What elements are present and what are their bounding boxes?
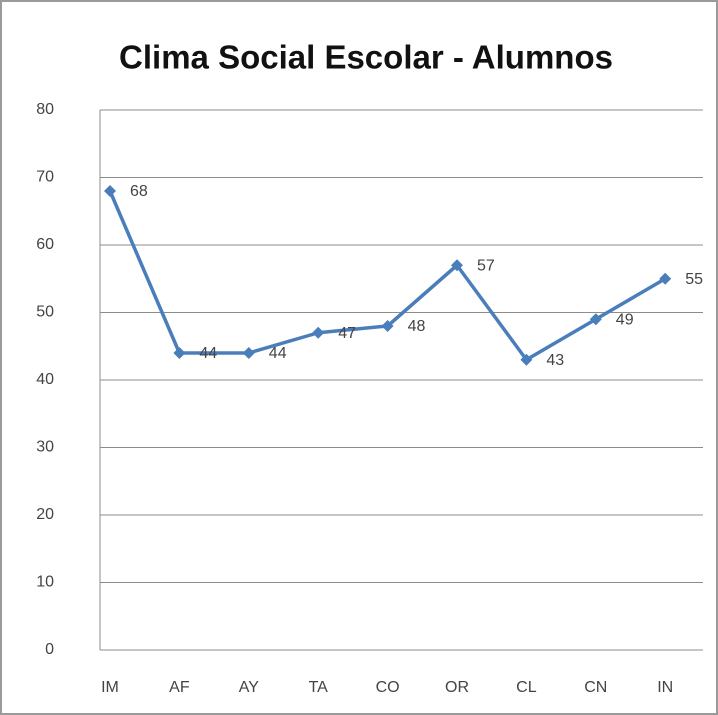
marker [173,347,186,359]
data-label: 48 [408,318,426,335]
x-tick-label: CO [376,679,400,696]
marker [104,185,116,197]
x-tick-label: TA [309,679,329,696]
data-label: 49 [616,311,634,328]
y-tick-label: 40 [36,371,54,388]
marker [242,347,255,359]
y-tick-label: 20 [36,506,54,523]
data-label: 47 [338,325,356,342]
marker [659,272,672,285]
data-label: 57 [477,257,495,274]
x-tick-label: CN [584,679,607,696]
y-tick-label: 50 [36,304,54,321]
x-tick-label: CL [516,679,537,696]
data-label: 55 [685,271,703,288]
y-tick-label: 70 [36,169,54,186]
data-label: 43 [546,352,564,369]
x-tick-label: IM [101,679,119,696]
data-label: 68 [130,183,148,200]
marker [381,320,394,332]
y-tick-label: 60 [36,236,54,253]
y-tick-label: 80 [36,101,54,118]
chart-title: Clima Social Escolar - Alumnos [119,39,613,76]
y-tick-label: 30 [36,439,54,456]
marker [312,326,325,339]
x-tick-label: IN [657,679,673,696]
x-tick-label: AF [169,679,190,696]
y-tick-label: 10 [36,574,54,591]
marker [589,313,602,326]
marker [520,353,533,366]
data-label: 44 [269,345,287,362]
data-label: 44 [199,345,217,362]
y-tick-label: 0 [45,641,54,658]
marker [451,259,463,272]
x-tick-label: AY [239,679,259,696]
x-tick-label: OR [445,679,469,696]
